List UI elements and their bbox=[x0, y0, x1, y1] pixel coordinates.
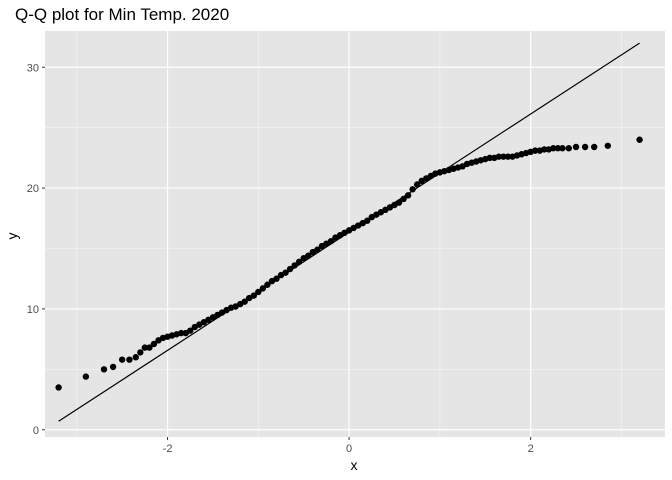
data-point bbox=[241, 298, 248, 305]
plot-panel bbox=[45, 31, 665, 437]
data-point bbox=[554, 145, 562, 152]
data-point bbox=[118, 356, 126, 363]
data-point bbox=[126, 356, 133, 363]
data-point bbox=[400, 195, 407, 203]
data-point bbox=[295, 258, 303, 265]
data-point bbox=[531, 147, 539, 154]
y-axis-ticks: 0 10 20 30 bbox=[27, 62, 45, 437]
data-point bbox=[259, 285, 267, 292]
data-point bbox=[305, 252, 312, 259]
x-tick-label: -2 bbox=[163, 443, 173, 455]
x-tick-label: 2 bbox=[528, 443, 534, 455]
data-point bbox=[395, 199, 403, 206]
data-point bbox=[500, 153, 507, 160]
data-point bbox=[504, 153, 512, 160]
data-point bbox=[177, 329, 185, 337]
chart-title: Q-Q plot for Min Temp. 2020 bbox=[15, 5, 229, 24]
data-point bbox=[250, 292, 257, 299]
data-point bbox=[187, 327, 194, 334]
data-point bbox=[495, 153, 503, 160]
x-tick-label: 0 bbox=[346, 443, 352, 455]
data-point bbox=[559, 145, 566, 152]
data-point bbox=[327, 238, 335, 245]
data-point bbox=[282, 269, 289, 276]
data-point bbox=[264, 281, 271, 288]
x-axis-label: x bbox=[351, 457, 358, 473]
data-point bbox=[100, 366, 108, 373]
data-point bbox=[413, 181, 421, 188]
data-point bbox=[636, 136, 643, 143]
data-point bbox=[565, 145, 572, 152]
data-point bbox=[286, 265, 294, 273]
data-point bbox=[364, 217, 371, 224]
y-tick-label: 20 bbox=[27, 183, 39, 195]
major-gridlines bbox=[45, 31, 665, 437]
data-point bbox=[486, 154, 494, 162]
y-tick-label: 30 bbox=[27, 62, 39, 74]
data-point bbox=[590, 143, 598, 151]
data-point bbox=[541, 146, 548, 153]
x-axis-ticks: -2 0 2 bbox=[163, 437, 534, 455]
data-point bbox=[409, 186, 416, 193]
data-point bbox=[150, 340, 158, 348]
data-point bbox=[314, 246, 321, 253]
data-point bbox=[141, 344, 149, 351]
data-points bbox=[55, 136, 643, 391]
data-point bbox=[132, 354, 139, 361]
y-tick-label: 0 bbox=[33, 425, 39, 437]
data-point bbox=[604, 142, 612, 149]
data-point bbox=[273, 275, 280, 282]
y-tick-label: 10 bbox=[27, 304, 39, 316]
y-axis-label: y bbox=[4, 233, 20, 240]
data-point bbox=[550, 145, 557, 152]
data-point bbox=[404, 192, 412, 199]
data-point bbox=[255, 288, 262, 296]
data-point bbox=[109, 363, 117, 371]
minor-gridlines bbox=[45, 31, 665, 437]
data-point bbox=[572, 143, 580, 151]
data-point bbox=[82, 373, 90, 380]
data-point bbox=[55, 384, 62, 391]
data-point bbox=[146, 344, 153, 351]
data-point bbox=[581, 143, 589, 151]
data-point bbox=[137, 349, 144, 356]
data-point bbox=[291, 262, 298, 269]
